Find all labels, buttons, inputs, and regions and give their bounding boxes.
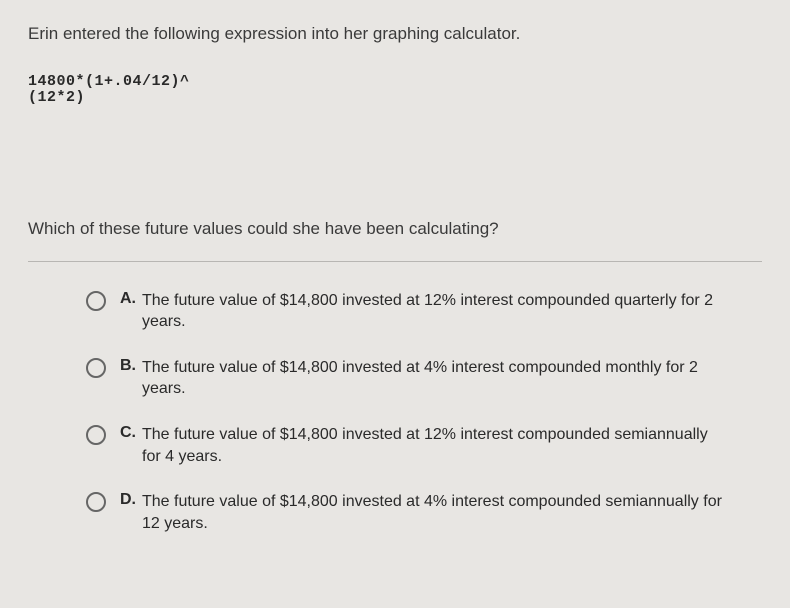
radio-option-b[interactable] — [86, 358, 106, 378]
option-text-d: The future value of $14,800 invested at … — [142, 491, 722, 534]
expression-line-1: 14800*(1+.04/12)^ — [28, 74, 762, 91]
option-text-c: The future value of $14,800 invested at … — [142, 424, 722, 467]
radio-option-a[interactable] — [86, 291, 106, 311]
option-letter-c: C. — [120, 424, 136, 442]
radio-option-c[interactable] — [86, 425, 106, 445]
radio-option-d[interactable] — [86, 492, 106, 512]
section-divider — [28, 261, 762, 262]
option-a: A. The future value of $14,800 invested … — [86, 290, 762, 333]
calculator-expression: 14800*(1+.04/12)^ (12*2) — [28, 74, 762, 107]
expression-line-2: (12*2) — [28, 90, 762, 107]
option-letter-d: D. — [120, 491, 136, 509]
option-text-b: The future value of $14,800 invested at … — [142, 357, 722, 400]
answer-options: A. The future value of $14,800 invested … — [28, 290, 762, 535]
option-c: C. The future value of $14,800 invested … — [86, 424, 762, 467]
option-text-a: The future value of $14,800 invested at … — [142, 290, 722, 333]
question-followup: Which of these future values could she h… — [28, 217, 762, 241]
option-b: B. The future value of $14,800 invested … — [86, 357, 762, 400]
question-intro: Erin entered the following expression in… — [28, 22, 762, 46]
option-letter-b: B. — [120, 357, 136, 375]
option-letter-a: A. — [120, 290, 136, 308]
option-d: D. The future value of $14,800 invested … — [86, 491, 762, 534]
